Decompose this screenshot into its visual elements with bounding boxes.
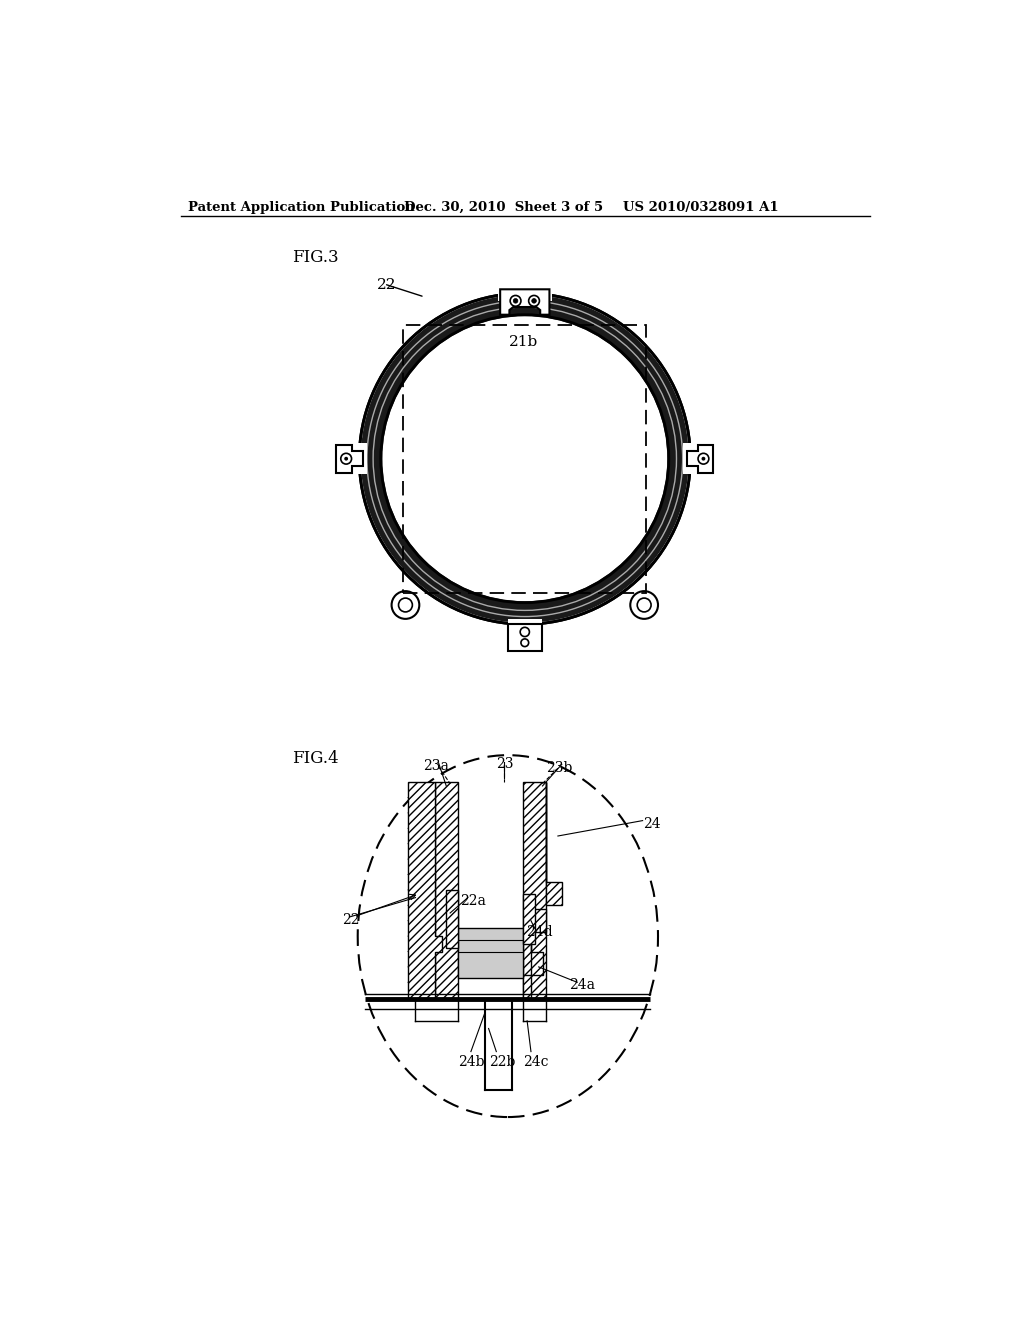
- Circle shape: [341, 453, 351, 465]
- Circle shape: [510, 296, 521, 306]
- Polygon shape: [523, 909, 547, 999]
- Polygon shape: [508, 624, 542, 651]
- Ellipse shape: [360, 294, 689, 623]
- Text: 23b: 23b: [547, 760, 572, 775]
- Text: 21b: 21b: [509, 335, 539, 350]
- Bar: [498, 275, 552, 301]
- Circle shape: [391, 591, 419, 619]
- Ellipse shape: [357, 755, 658, 1117]
- Bar: [336, 444, 367, 474]
- Text: 22: 22: [342, 913, 359, 927]
- Polygon shape: [523, 781, 547, 999]
- Circle shape: [344, 457, 348, 461]
- Circle shape: [513, 298, 518, 304]
- Text: 24: 24: [643, 817, 660, 830]
- Polygon shape: [446, 890, 458, 948]
- Text: Dec. 30, 2010  Sheet 3 of 5: Dec. 30, 2010 Sheet 3 of 5: [403, 201, 603, 214]
- Bar: [683, 444, 714, 474]
- Text: 24c: 24c: [523, 1056, 549, 1069]
- Polygon shape: [435, 781, 458, 999]
- Ellipse shape: [382, 317, 668, 601]
- Text: 22b: 22b: [488, 1056, 515, 1069]
- Circle shape: [520, 627, 529, 636]
- Text: 22a: 22a: [460, 894, 486, 908]
- Circle shape: [631, 591, 658, 619]
- Circle shape: [528, 296, 540, 306]
- Polygon shape: [458, 928, 523, 978]
- Ellipse shape: [359, 293, 690, 624]
- Polygon shape: [408, 781, 442, 999]
- Bar: [508, 619, 542, 651]
- Text: 24a: 24a: [569, 978, 596, 993]
- Circle shape: [521, 639, 528, 647]
- Polygon shape: [686, 445, 714, 473]
- Polygon shape: [547, 781, 562, 906]
- Polygon shape: [336, 445, 364, 473]
- Text: FIG.3: FIG.3: [292, 249, 339, 267]
- Text: Patent Application Publication: Patent Application Publication: [188, 201, 415, 214]
- Text: 24b: 24b: [458, 1056, 484, 1069]
- Circle shape: [531, 298, 537, 304]
- Text: 23: 23: [497, 758, 514, 771]
- Text: US 2010/0328091 A1: US 2010/0328091 A1: [624, 201, 779, 214]
- Text: FIG.4: FIG.4: [292, 750, 339, 767]
- Text: 22: 22: [377, 277, 396, 292]
- Polygon shape: [523, 894, 535, 944]
- Circle shape: [698, 453, 709, 465]
- Text: 24d: 24d: [525, 924, 552, 939]
- Bar: [403, 326, 646, 594]
- Circle shape: [701, 457, 706, 461]
- Polygon shape: [500, 289, 550, 314]
- Text: 23a: 23a: [423, 759, 450, 774]
